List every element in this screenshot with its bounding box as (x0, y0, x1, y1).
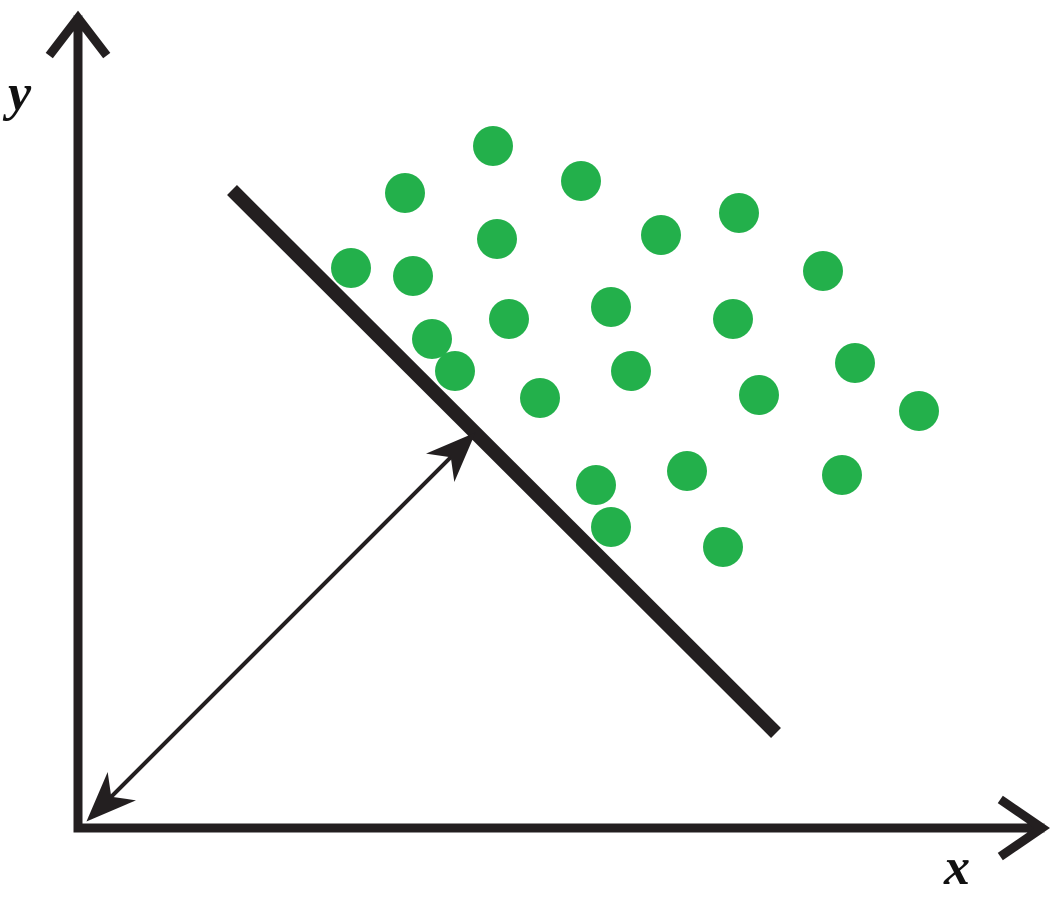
point (713, 299, 753, 339)
point (477, 219, 517, 259)
point (591, 287, 631, 327)
separator-line (227, 185, 781, 738)
x-label: x (943, 839, 970, 896)
points (331, 126, 939, 567)
point (576, 465, 616, 505)
point (611, 351, 651, 391)
point (822, 455, 862, 495)
point (435, 351, 475, 391)
y-arrowhead (45, 10, 111, 59)
point (739, 375, 779, 415)
point (385, 173, 425, 213)
point (393, 256, 433, 296)
point (561, 161, 601, 201)
point (473, 126, 513, 166)
point (489, 299, 529, 339)
point (703, 527, 743, 567)
y-label: y (2, 65, 32, 122)
axes (45, 10, 1050, 861)
point (412, 319, 452, 359)
point (520, 378, 560, 418)
x-arrowhead (997, 795, 1050, 861)
point (899, 391, 939, 431)
distance-arrow (86, 432, 476, 822)
point (641, 215, 681, 255)
point (719, 193, 759, 233)
point (591, 507, 631, 547)
point (835, 343, 875, 383)
point (667, 451, 707, 491)
point (803, 251, 843, 291)
point (331, 248, 371, 288)
